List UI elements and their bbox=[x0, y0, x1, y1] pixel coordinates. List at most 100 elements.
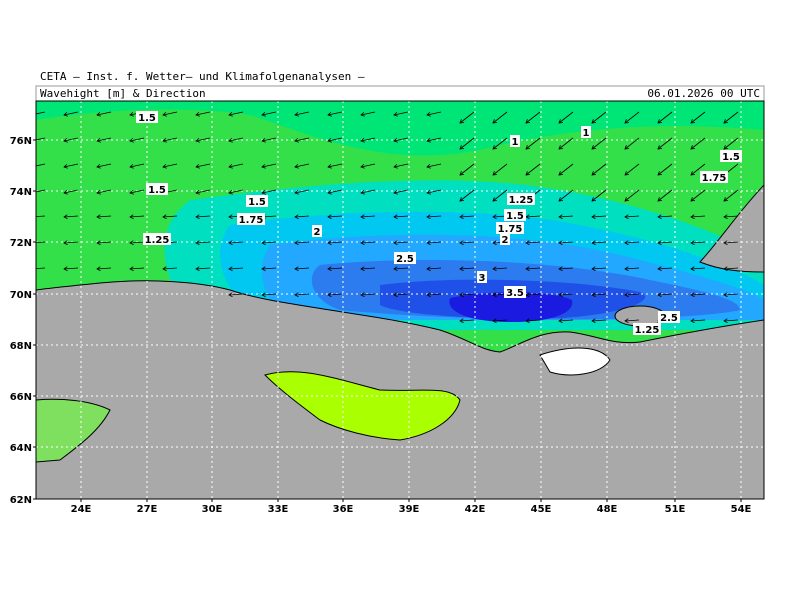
wave-arrow bbox=[657, 240, 673, 246]
wave-arrow bbox=[525, 163, 541, 176]
contour-label-bg bbox=[504, 209, 526, 221]
contour-label-bg bbox=[496, 222, 524, 234]
wave-arrow bbox=[195, 240, 211, 246]
wave-arrow bbox=[129, 163, 145, 169]
wave-arrow bbox=[624, 240, 640, 246]
wave-arrow bbox=[690, 292, 706, 298]
contour-label: 1.25 bbox=[509, 195, 534, 206]
wave-arrow bbox=[393, 111, 409, 117]
wave-arrow bbox=[327, 111, 343, 117]
wave-arrow bbox=[690, 189, 706, 202]
contour-label-bg bbox=[504, 286, 526, 298]
wave-arrow bbox=[624, 137, 640, 150]
wave-arrow bbox=[393, 189, 409, 195]
wave-arrow bbox=[492, 189, 508, 202]
wave-arrow bbox=[525, 266, 541, 272]
wave-arrow bbox=[96, 111, 112, 117]
lat-label: 76N bbox=[10, 136, 32, 147]
wave-arrow bbox=[657, 163, 673, 176]
wave-arrow bbox=[459, 266, 475, 272]
wave-arrow bbox=[261, 266, 277, 272]
wave-arrow bbox=[294, 266, 310, 272]
institute: CETA – Inst. f. Wetter– und Klimafolgena… bbox=[40, 70, 365, 83]
wave-arrow bbox=[96, 266, 112, 272]
wave-arrow bbox=[624, 318, 640, 324]
wave-arrow bbox=[459, 214, 475, 220]
contour-label: 1.5 bbox=[722, 152, 740, 163]
wave-arrow bbox=[360, 292, 376, 298]
wave-arrow bbox=[162, 214, 178, 220]
contour-label-bg bbox=[394, 252, 416, 264]
wave-arrow bbox=[261, 163, 277, 169]
wave-arrow bbox=[624, 266, 640, 272]
wave-arrow bbox=[195, 214, 211, 220]
lat-label: 70N bbox=[10, 290, 32, 301]
wave-arrow bbox=[459, 137, 475, 150]
wave-arrow bbox=[129, 189, 145, 195]
wave-arrow bbox=[36, 111, 46, 115]
wave-arrow bbox=[723, 189, 739, 202]
contour-label: 1.5 bbox=[148, 185, 166, 196]
wave-arrow bbox=[690, 137, 706, 150]
wave-arrow bbox=[558, 214, 574, 220]
wave-arrow bbox=[63, 240, 79, 246]
wave-arrow bbox=[360, 189, 376, 195]
wave-arrow bbox=[36, 241, 46, 244]
lon-label: 42E bbox=[465, 504, 486, 515]
wave-arrow bbox=[426, 189, 442, 195]
wave-arrow bbox=[129, 137, 145, 143]
lat-label: 72N bbox=[10, 238, 32, 249]
wave-arrow bbox=[459, 189, 475, 202]
wave-arrow bbox=[690, 318, 706, 324]
lat-label: 64N bbox=[10, 443, 32, 454]
lon-label: 54E bbox=[731, 504, 752, 515]
wave-arrow bbox=[36, 137, 46, 141]
wave-arrow bbox=[723, 214, 739, 220]
wave-arrow bbox=[525, 318, 541, 324]
contour-label-bg bbox=[312, 225, 322, 237]
lon-label: 33E bbox=[268, 504, 289, 515]
wave-arrow bbox=[558, 318, 574, 324]
wave-arrow bbox=[228, 292, 244, 298]
wave-arrow bbox=[558, 163, 574, 176]
wave-arrow bbox=[558, 137, 574, 150]
wave-arrow bbox=[690, 163, 706, 176]
wave-arrow bbox=[96, 137, 112, 143]
wave-arrow bbox=[624, 189, 640, 202]
wave-arrow bbox=[558, 189, 574, 202]
wave-arrow bbox=[63, 137, 79, 143]
wave-arrow bbox=[261, 189, 277, 195]
wave-arrow bbox=[723, 318, 739, 324]
wave-arrow bbox=[723, 266, 739, 272]
wave-arrow bbox=[393, 163, 409, 169]
wave-arrow bbox=[228, 111, 244, 117]
wave-arrow bbox=[327, 163, 343, 169]
wave-arrow bbox=[261, 292, 277, 298]
wave-arrow bbox=[96, 189, 112, 195]
wave-arrow bbox=[294, 137, 310, 143]
wave-arrow bbox=[393, 137, 409, 143]
wave-arrow bbox=[591, 240, 607, 246]
lon-label: 36E bbox=[333, 504, 354, 515]
contour-label: 1.75 bbox=[498, 224, 523, 235]
wave-arrow bbox=[360, 214, 376, 220]
wave-arrow bbox=[426, 137, 442, 143]
wave-arrow bbox=[63, 214, 79, 220]
lon-label: 51E bbox=[665, 504, 686, 515]
wave-arrow bbox=[162, 266, 178, 272]
wave-arrow bbox=[492, 111, 508, 124]
contour-label-bg bbox=[633, 323, 661, 335]
wave-arrow bbox=[492, 318, 508, 324]
wave-arrow bbox=[162, 137, 178, 143]
wave-arrow bbox=[96, 214, 112, 220]
wave-arrow bbox=[195, 266, 211, 272]
wave-arrow bbox=[624, 214, 640, 220]
wave-arrow bbox=[228, 137, 244, 143]
arrow-field bbox=[36, 111, 739, 324]
wave-arrow bbox=[162, 163, 178, 169]
wave-arrow bbox=[261, 137, 277, 143]
wave-arrow bbox=[360, 163, 376, 169]
contour-label: 2 bbox=[314, 227, 321, 238]
wave-arrow bbox=[327, 137, 343, 143]
wave-arrow bbox=[294, 292, 310, 298]
